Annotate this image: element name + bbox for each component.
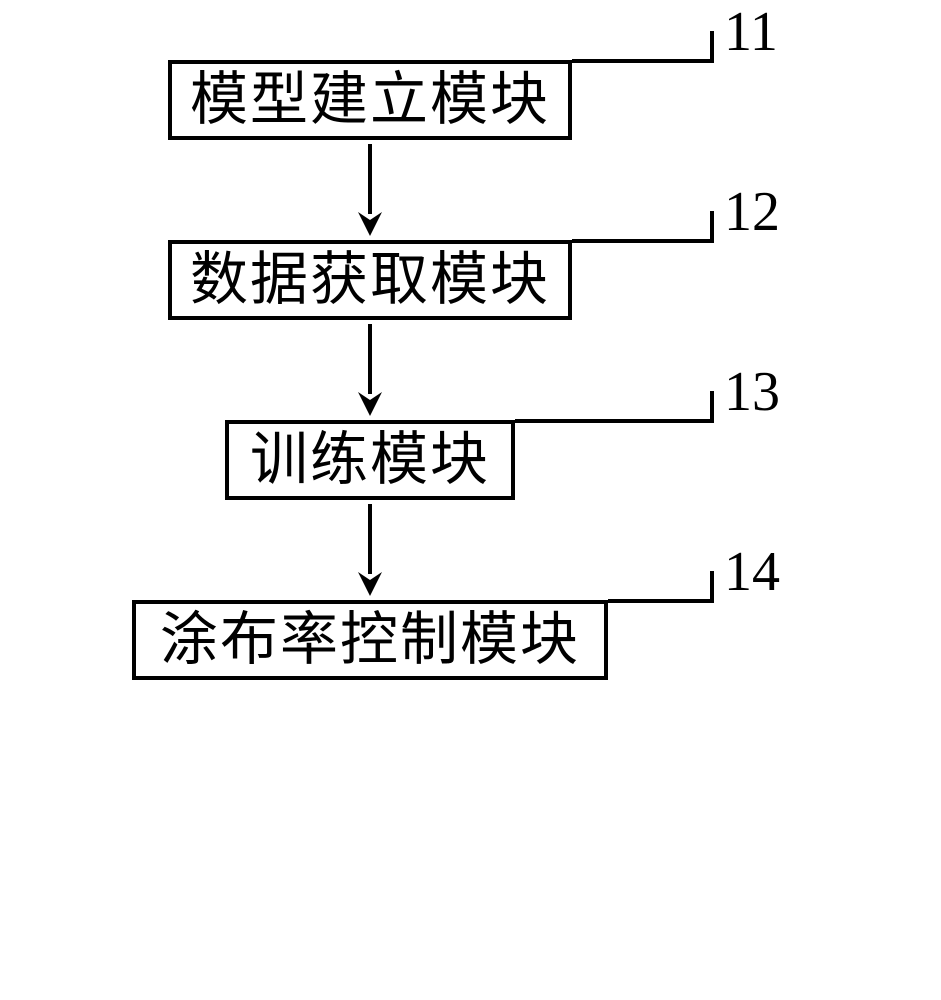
node-text-2: 数据获取模块 [190, 251, 550, 309]
arrow-1 [130, 140, 610, 240]
node-box-4: 涂布率控制模块 [132, 600, 608, 680]
node-box-1: 模型建立模块 [168, 60, 572, 140]
arrow-3 [130, 500, 610, 600]
node-group-1: 11 模型建立模块 [130, 60, 850, 140]
node-label-3: 13 [724, 360, 780, 424]
node-group-4: 14 涂布率控制模块 [130, 600, 850, 680]
node-label-1: 11 [724, 0, 778, 64]
node-text-1: 模型建立模块 [190, 71, 550, 129]
node-box-2: 数据获取模块 [168, 240, 572, 320]
node-text-3: 训练模块 [250, 431, 490, 489]
flowchart-diagram: 11 模型建立模块 12 数据获取模块 13 训练模块 [130, 60, 850, 680]
node-group-3: 13 训练模块 [130, 420, 850, 500]
node-text-4: 涂布率控制模块 [160, 611, 580, 669]
node-label-2: 12 [724, 180, 780, 244]
node-group-2: 12 数据获取模块 [130, 240, 850, 320]
node-box-3: 训练模块 [225, 420, 515, 500]
node-label-4: 14 [724, 540, 780, 604]
leader-line-3 [515, 366, 755, 426]
